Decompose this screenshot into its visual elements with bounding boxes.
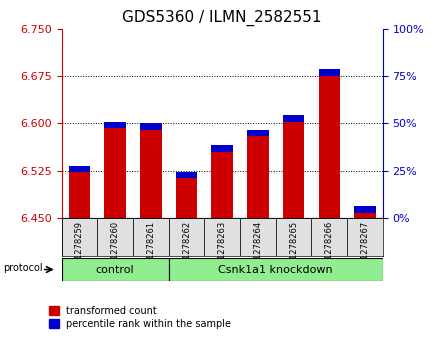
Bar: [69, 166, 90, 172]
Text: GSM1278259: GSM1278259: [75, 221, 84, 277]
Bar: [140, 123, 161, 130]
Bar: [247, 136, 268, 218]
Legend: transformed count, percentile rank within the sample: transformed count, percentile rank withi…: [49, 306, 231, 329]
Text: control: control: [96, 265, 135, 274]
Text: GSM1278263: GSM1278263: [218, 221, 227, 277]
Bar: [176, 178, 197, 218]
Bar: [347, 218, 383, 256]
Bar: [169, 258, 383, 281]
Bar: [283, 115, 304, 122]
Text: GSM1278267: GSM1278267: [360, 221, 370, 277]
Title: GDS5360 / ILMN_2582551: GDS5360 / ILMN_2582551: [122, 10, 322, 26]
Bar: [169, 218, 204, 256]
Bar: [176, 172, 197, 178]
Bar: [212, 152, 233, 218]
Bar: [62, 258, 169, 281]
Text: GSM1278265: GSM1278265: [289, 221, 298, 277]
Bar: [319, 76, 340, 218]
Text: GSM1278261: GSM1278261: [147, 221, 155, 277]
Text: GSM1278262: GSM1278262: [182, 221, 191, 277]
Bar: [97, 218, 133, 256]
Bar: [204, 218, 240, 256]
Bar: [247, 130, 268, 136]
Bar: [69, 172, 90, 218]
Bar: [140, 130, 161, 218]
Bar: [212, 146, 233, 152]
Text: Csnk1a1 knockdown: Csnk1a1 knockdown: [218, 265, 333, 274]
Bar: [104, 122, 126, 129]
Text: GSM1278260: GSM1278260: [110, 221, 120, 277]
Bar: [283, 122, 304, 218]
Bar: [354, 207, 376, 213]
Bar: [319, 69, 340, 76]
Text: GSM1278264: GSM1278264: [253, 221, 262, 277]
Bar: [104, 129, 126, 218]
Text: GSM1278266: GSM1278266: [325, 221, 334, 277]
Bar: [354, 213, 376, 218]
Bar: [312, 218, 347, 256]
Bar: [133, 218, 169, 256]
Bar: [240, 218, 276, 256]
Text: protocol: protocol: [3, 263, 43, 273]
Bar: [276, 218, 312, 256]
Bar: [62, 218, 97, 256]
